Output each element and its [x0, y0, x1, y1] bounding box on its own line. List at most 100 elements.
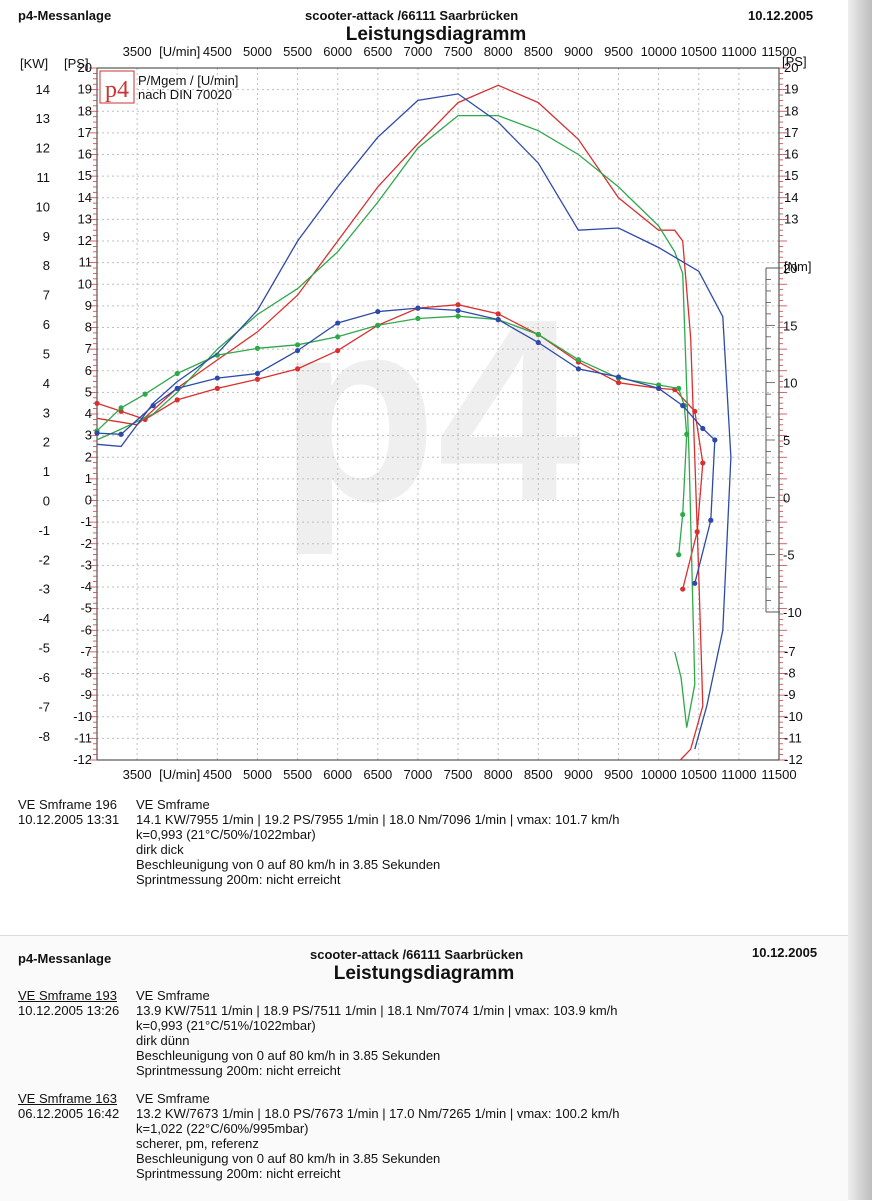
x-tick-label-top: 7000: [403, 44, 432, 59]
ps-tick-label: -6: [80, 622, 92, 637]
kw-tick-label: 0: [43, 494, 50, 509]
torque-point-blue: [455, 307, 461, 314]
ps-tick-label-right: -9: [784, 687, 796, 702]
ps-tick-label: 5: [85, 384, 92, 399]
x-tick-label-top: 3500: [123, 44, 152, 59]
torque-point-red: [455, 302, 461, 308]
kw-tick-label: 11: [37, 170, 51, 185]
ps-tick-label: 0: [85, 493, 92, 508]
run-sprint: Sprintmessung 200m: nicht erreicht: [136, 1063, 341, 1078]
ps-tick-label: 7: [85, 341, 92, 356]
run-accel: Beschleunigung von 0 auf 80 km/h in 3.85…: [136, 1151, 441, 1166]
ps-tick-label-right: -11: [784, 730, 802, 745]
logo: p4: [105, 77, 129, 103]
x-tick-label-bottom: 10500: [681, 767, 717, 782]
kw-tick-label: -4: [38, 611, 50, 626]
run-id: VE Smframe 193 10.12.2005 13:26: [18, 988, 158, 1018]
x-tick-label-bottom: 11000: [721, 767, 756, 782]
x-tick-label-bottom: 6500: [363, 767, 392, 782]
kw-tick-label: 12: [36, 141, 50, 156]
run-values: 14.1 KW/7955 1/min | 19.2 PS/7955 1/min …: [136, 812, 620, 827]
logo-caption-2: nach DIN 70020: [138, 87, 232, 102]
nm-tick-label: 0: [783, 490, 790, 505]
torque-point-red: [615, 380, 622, 386]
torque-point-blue: [615, 374, 622, 380]
ps-tick-label-right: -10: [784, 709, 803, 724]
torque-point-green: [294, 342, 301, 348]
torque-point-blue: [174, 385, 180, 391]
nm-tick-label: 20: [783, 261, 797, 276]
torque-point-blue: [656, 385, 662, 391]
torque-point-red: [700, 460, 706, 466]
torque-point-green: [684, 431, 690, 437]
ps-tick-label: -11: [74, 730, 92, 745]
x-tick-label-bottom: 8000: [484, 767, 513, 782]
x-tick-label-bottom: 11500: [761, 767, 796, 782]
run-details: VE Smframe 13.9 KW/7511 1/min | 18.9 PS/…: [136, 988, 618, 1078]
ps-tick-label-right: -7: [784, 644, 796, 659]
ps-tick-label-right: 17: [784, 125, 798, 140]
torque-point-blue: [535, 339, 541, 346]
run-comment: dirk dünn: [136, 1033, 190, 1048]
torque-point-green: [676, 552, 682, 558]
header-date-2: 10.12.2005: [752, 945, 818, 960]
scan-edge: [848, 0, 872, 1200]
x-tick-label-bottom: 9500: [604, 767, 633, 782]
x-axis-label-bottom: [U/min]: [159, 767, 200, 782]
x-tick-label-top: 7500: [444, 44, 473, 59]
torque-point-blue: [700, 425, 706, 432]
run-values: 13.9 KW/7511 1/min | 18.9 PS/7511 1/min …: [136, 1003, 618, 1018]
ps-tick-label: -3: [80, 557, 92, 572]
torque-point-green: [174, 370, 180, 377]
kw-tick-label: -8: [38, 729, 50, 744]
ps-axis-label-right: [PS]: [782, 54, 807, 69]
torque-point-red: [692, 408, 698, 414]
ps-tick-label-right: 19: [784, 82, 798, 97]
nm-tick-label: 10: [783, 376, 797, 391]
ps-tick-label: 19: [78, 82, 92, 97]
ps-tick-label: -12: [73, 752, 92, 767]
kw-tick-label: 6: [43, 317, 50, 332]
kw-tick-label: 2: [43, 435, 50, 450]
ps-tick-label: 17: [78, 125, 92, 140]
ps-tick-label: 14: [78, 190, 92, 205]
torque-point-blue: [495, 317, 501, 323]
ps-tick-label: -7: [80, 644, 92, 659]
nm-tick-label: -10: [783, 605, 802, 620]
torque-point-green: [254, 345, 261, 351]
kw-tick-label: -2: [38, 552, 50, 567]
torque-point-blue: [294, 347, 301, 354]
torque-point-blue: [680, 403, 686, 409]
ps-tick-label-right: -12: [784, 752, 803, 767]
run-values: 13.2 KW/7673 1/min | 18.0 PS/7673 1/min …: [136, 1106, 620, 1121]
x-axis-label-top: [U/min]: [159, 44, 200, 59]
torque-point-green: [680, 511, 686, 518]
torque-point-blue: [375, 308, 381, 315]
ps-tick-label: -5: [80, 601, 92, 616]
torque-point-blue: [150, 403, 156, 409]
kw-tick-label: 13: [36, 111, 50, 126]
chart-title-2: Leistungsdiagramm: [333, 963, 515, 984]
torque-point-blue: [415, 305, 421, 311]
kw-tick-label: 10: [36, 199, 50, 214]
ps-tick-label-right: 13: [784, 211, 798, 226]
torque-point-green: [335, 334, 341, 340]
ps-tick-label-right: 15: [784, 168, 798, 183]
torque-point-green: [118, 405, 124, 411]
ps-axis-label: [PS]: [64, 56, 89, 71]
run-id-line2: 10.12.2005 13:31: [18, 812, 120, 827]
ps-tick-label: 9: [85, 298, 92, 313]
run-sprint: Sprintmessung 200m: nicht erreicht: [136, 1166, 341, 1181]
kw-tick-label: -3: [38, 582, 50, 597]
x-tick-label-top: 9500: [604, 44, 633, 59]
run-details: VE Smframe 13.2 KW/7673 1/min | 18.0 PS/…: [136, 1091, 619, 1181]
kw-tick-label: 1: [43, 464, 50, 479]
kw-tick-label: 14: [36, 82, 50, 97]
nm-tick-label: 5: [783, 433, 790, 448]
x-tick-label-bottom: 4500: [203, 767, 232, 782]
run-id: VE Smframe 163 06.12.2005 16:42: [18, 1091, 158, 1121]
torque-point-red: [254, 376, 261, 382]
torque-point-red: [94, 400, 100, 406]
x-tick-label-top: 8500: [524, 44, 553, 59]
kw-tick-label: 4: [43, 376, 50, 391]
